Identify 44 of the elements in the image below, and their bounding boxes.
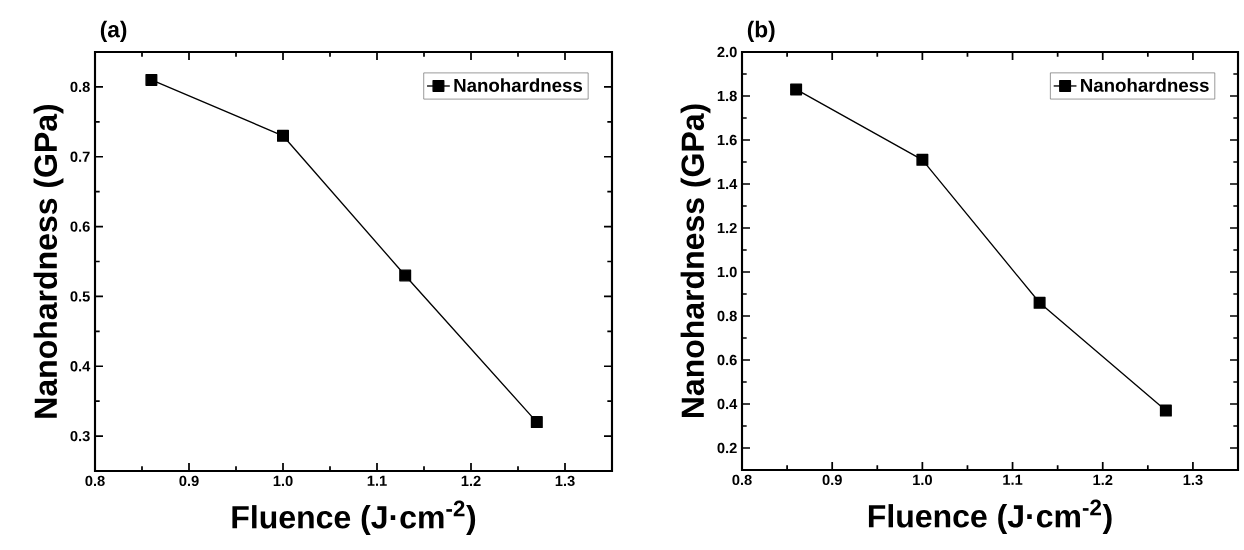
- chart-title: (b): [747, 20, 775, 42]
- y-tick-label: 0.8: [70, 81, 90, 93]
- y-tick-label: 1.8: [717, 90, 737, 102]
- y-tick-label: 0.7: [70, 151, 90, 162]
- legend-label: Nanohardness: [454, 78, 583, 92]
- x-tick-label: 0.9: [822, 474, 842, 486]
- y-axis-title: Nanohardness (GPa): [680, 104, 711, 418]
- point: [145, 73, 158, 86]
- y-tick-label: 1.2: [717, 222, 737, 234]
- point: [277, 129, 290, 142]
- y-tick-label: 0.6: [717, 354, 737, 366]
- y-tick-label: 1.6: [717, 134, 737, 146]
- y-tick-label: 0.2: [717, 442, 737, 454]
- x-tick-label: 1.3: [1183, 474, 1203, 486]
- y-axis-title: Nanohardness (GPa): [33, 104, 64, 418]
- x-tick-label: 0.8: [732, 474, 752, 486]
- point: [1033, 296, 1046, 309]
- legend-label: Nanohardness: [1081, 78, 1209, 92]
- point: [916, 153, 929, 166]
- x-tick-label: 1.2: [461, 475, 481, 486]
- x-tick-label: 1.0: [913, 474, 932, 486]
- x-tick-label: 1.3: [555, 475, 575, 487]
- chart-title: (a): [100, 20, 127, 42]
- point: [790, 83, 803, 96]
- y-tick-label: 0.4: [717, 398, 738, 410]
- x-tick-label: 0.8: [85, 475, 105, 487]
- y-tick-label: 1.0: [717, 266, 737, 278]
- y-tick-label: 2.0: [717, 46, 737, 58]
- x-tick-label: 1.2: [1093, 474, 1113, 485]
- y-tick-label: 0.6: [70, 221, 90, 232]
- point: [1159, 404, 1172, 417]
- point: [399, 269, 412, 282]
- x-tick-label: 1.1: [367, 475, 387, 486]
- x-tick-label: 1.1: [1003, 474, 1023, 485]
- y-tick-label: 1.4: [717, 178, 738, 190]
- x-axis-title: Fluence (J·cm$^{-2}$): [868, 499, 1112, 534]
- y-tick-label: 0.3: [70, 430, 90, 442]
- point: [530, 416, 543, 429]
- y-tick-label: 0.8: [717, 310, 737, 322]
- x-axis-title: Fluence (J·cm$^{-2}$): [232, 500, 476, 535]
- y-tick-label: 0.4: [70, 361, 91, 372]
- x-tick-label: 0.9: [179, 475, 199, 487]
- x-tick-label: 1.0: [273, 475, 293, 487]
- y-tick-label: 0.5: [70, 291, 90, 302]
